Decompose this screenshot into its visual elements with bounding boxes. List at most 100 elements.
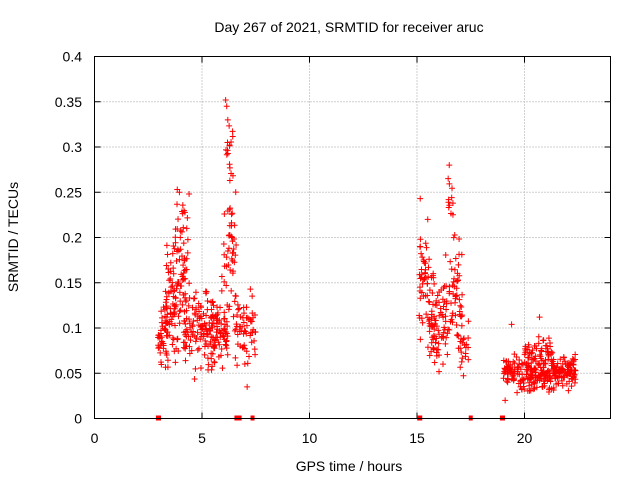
data-point: [436, 331, 443, 338]
data-point: [186, 280, 193, 287]
data-point: [528, 359, 535, 366]
data-point: [417, 295, 424, 302]
data-point: [183, 333, 190, 340]
data-point: [228, 255, 235, 262]
data-point: [232, 252, 239, 259]
data-point: [183, 225, 190, 232]
data-point: [211, 359, 218, 366]
data-point: [175, 313, 182, 320]
data-point: [163, 242, 170, 249]
x-tick-labels: 0 5 10 15 20: [91, 430, 533, 446]
data-point: [529, 347, 536, 354]
data-point: [459, 312, 466, 319]
data-point: [209, 350, 216, 357]
data-point: [548, 348, 555, 355]
data-point: [166, 277, 173, 284]
data-point: [514, 389, 521, 396]
data-point: [184, 214, 191, 221]
data-point: [445, 204, 452, 211]
data-point: [192, 365, 199, 372]
data-point: [194, 317, 201, 324]
data-point: [216, 327, 223, 334]
data-point: [218, 287, 225, 294]
data-point: [419, 254, 426, 261]
data-point: [430, 345, 437, 352]
data-point: [217, 304, 224, 311]
data-point: [209, 322, 216, 329]
data-point: [190, 318, 197, 325]
data-point: [431, 280, 438, 287]
data-points: [155, 96, 579, 404]
data-point: [183, 326, 190, 333]
data-point: [184, 249, 191, 256]
data-point: [186, 343, 193, 350]
data-point: [460, 372, 467, 379]
y-axis-label: SRMTID / TECUs: [5, 182, 21, 292]
data-point: [229, 133, 236, 140]
data-point: [441, 299, 448, 306]
data-point: [173, 257, 180, 264]
data-point: [514, 370, 521, 377]
data-point: [425, 298, 432, 305]
data-point: [571, 379, 578, 386]
data-point: [446, 162, 453, 169]
data-point: [171, 245, 178, 252]
data-point: [442, 251, 449, 258]
data-point: [525, 341, 532, 348]
data-point: [440, 329, 447, 336]
data-point: [181, 209, 188, 216]
data-point: [209, 299, 216, 306]
data-point: [544, 377, 551, 384]
data-point: [544, 345, 551, 352]
data-point: [445, 196, 452, 203]
data-point: [210, 344, 217, 351]
data-point: [420, 256, 427, 263]
data-point: [535, 372, 542, 379]
data-point: [572, 351, 579, 358]
data-point: [570, 371, 577, 378]
data-point: [454, 277, 461, 284]
data-point: [421, 270, 428, 277]
data-point: [516, 356, 523, 363]
data-point: [454, 270, 461, 277]
data-point: [465, 356, 472, 363]
data-point: [221, 211, 228, 218]
y-tick-label: 0.3: [63, 139, 83, 155]
data-point: [561, 358, 568, 365]
data-point: [241, 360, 248, 367]
data-point: [451, 275, 458, 282]
data-point: [196, 345, 203, 352]
data-point: [435, 340, 442, 347]
data-point: [422, 260, 429, 267]
data-point: [209, 363, 216, 370]
data-point: [450, 291, 457, 298]
data-point: [157, 349, 164, 356]
data-point: [545, 351, 552, 358]
data-point: [545, 389, 552, 396]
data-point: [171, 322, 178, 329]
data-point: [428, 314, 435, 321]
data-point: [172, 359, 179, 366]
data-point: [169, 341, 176, 348]
data-point: [442, 313, 449, 320]
data-point: [518, 385, 525, 392]
data-point: [548, 357, 555, 364]
data-point: [541, 382, 548, 389]
data-point: [545, 356, 552, 363]
data-point: [216, 317, 223, 324]
data-point: [171, 348, 178, 355]
data-point: [223, 146, 230, 153]
data-point: [224, 248, 231, 255]
data-point: [420, 276, 427, 283]
data-point: [179, 202, 186, 209]
data-point: [435, 346, 442, 353]
data-point: [430, 332, 437, 339]
data-point: [185, 302, 192, 309]
data-point: [465, 318, 472, 325]
data-point: [446, 180, 453, 187]
data-point: [426, 328, 433, 335]
data-point: [194, 313, 201, 320]
data-point: [204, 355, 211, 362]
data-point: [228, 211, 235, 218]
data-point: [223, 151, 230, 158]
